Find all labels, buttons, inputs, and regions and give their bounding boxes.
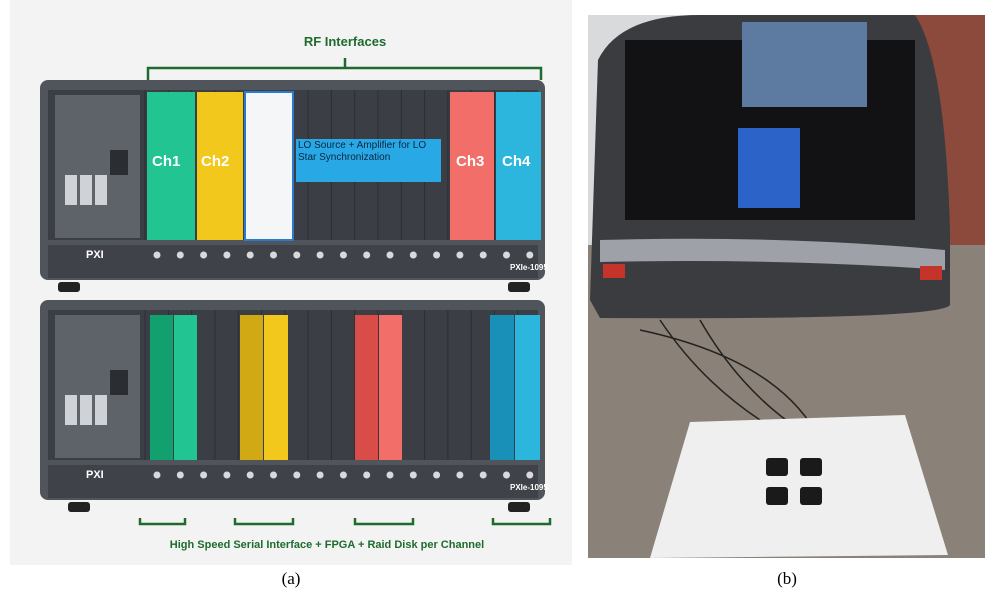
chassis-bottom-part	[456, 472, 463, 479]
photo-part	[742, 22, 867, 107]
lo-label: LO Source + Amplifier for LO Star Synchr…	[298, 140, 440, 164]
modules-top-part	[245, 92, 293, 240]
chassis-bottom-part	[526, 472, 533, 479]
chassis-top-part	[293, 252, 300, 259]
chassis-bottom-part	[65, 395, 77, 425]
chassis-bottom-part	[508, 502, 530, 512]
chassis-bottom-part	[200, 472, 207, 479]
channel-label: Ch2	[201, 153, 229, 170]
photo-part	[766, 487, 788, 505]
chassis-bottom-part	[110, 370, 128, 395]
chassis-bottom-part	[433, 472, 440, 479]
photo-part	[800, 458, 822, 476]
chassis-top-part	[223, 252, 230, 259]
chassis-bottom-part	[177, 472, 184, 479]
modules-bottom-part	[355, 315, 378, 460]
channel-label: Ch4	[502, 153, 531, 170]
channel-label: Ch1	[152, 153, 180, 170]
chassis-bottom	[40, 300, 545, 512]
modules-bottom-part	[240, 315, 263, 460]
chassis-top-part	[340, 252, 347, 259]
brand: PXI	[86, 249, 104, 261]
model: PXIe-1095	[510, 483, 548, 492]
chassis-bottom-part	[340, 472, 347, 479]
chassis-top-part	[270, 252, 277, 259]
rf-label: RF Interfaces	[304, 34, 386, 49]
chassis-bottom-part	[247, 472, 254, 479]
photo-part	[766, 458, 788, 476]
photo	[588, 15, 985, 558]
chassis-top-part	[503, 252, 510, 259]
chassis-top-part	[456, 252, 463, 259]
modules-bottom-part	[515, 315, 540, 460]
chassis-bottom-part	[80, 395, 92, 425]
chassis-top-part	[80, 175, 92, 205]
caption: (b)	[777, 569, 797, 588]
chassis-top-part	[363, 252, 370, 259]
chassis-top-part	[410, 252, 417, 259]
lo-label-box: LO Source + Amplifier for LO Star Synchr…	[298, 140, 440, 182]
modules-bottom-part	[379, 315, 402, 460]
chassis-top-part	[95, 175, 107, 205]
chassis-bottom-part	[95, 395, 107, 425]
figure: RF Interfaces Ch1 Ch2 Ch3 Ch4 LO Source …	[0, 0, 991, 597]
chassis-bottom-part	[503, 472, 510, 479]
photo-part	[738, 128, 800, 208]
chassis-bottom-part	[363, 472, 370, 479]
chassis-bottom-part	[410, 472, 417, 479]
chassis-top-part	[508, 282, 530, 292]
chassis-top-part	[154, 252, 161, 259]
chassis-bottom-part	[387, 472, 394, 479]
chassis-top-part	[317, 252, 324, 259]
chassis-bottom-part	[154, 472, 161, 479]
chassis-bottom-part	[293, 472, 300, 479]
model: PXIe-1095	[510, 263, 548, 272]
channel-label: Ch3	[456, 153, 484, 170]
chassis-top-part	[177, 252, 184, 259]
chassis-bottom-part	[48, 465, 538, 498]
bottom-label: High Speed Serial Interface + FPGA + Rai…	[170, 539, 484, 551]
chassis-top-part	[48, 245, 538, 278]
photo-part	[920, 266, 942, 280]
chassis-bottom-part	[480, 472, 487, 479]
modules-bottom-part	[490, 315, 514, 460]
photo-part	[800, 487, 822, 505]
chassis-bottom-part	[317, 472, 324, 479]
chassis-top-part	[526, 252, 533, 259]
chassis-bottom-part	[68, 502, 90, 512]
chassis-top-part	[433, 252, 440, 259]
chassis-top-part	[387, 252, 394, 259]
chassis-top-part	[65, 175, 77, 205]
modules-bottom-part	[174, 315, 197, 460]
chassis-top-part	[247, 252, 254, 259]
chassis-top-part	[480, 252, 487, 259]
chassis-top-part	[200, 252, 207, 259]
chassis-bottom-part	[270, 472, 277, 479]
modules-bottom-part	[264, 315, 288, 460]
photo-part	[603, 264, 625, 278]
photo-part	[650, 415, 948, 558]
chassis-top-part	[110, 150, 128, 175]
modules-bottom-part	[150, 315, 173, 460]
caption: (a)	[282, 569, 301, 588]
brand: PXI	[86, 469, 104, 481]
chassis-bottom-part	[223, 472, 230, 479]
chassis-top-part	[58, 282, 80, 292]
